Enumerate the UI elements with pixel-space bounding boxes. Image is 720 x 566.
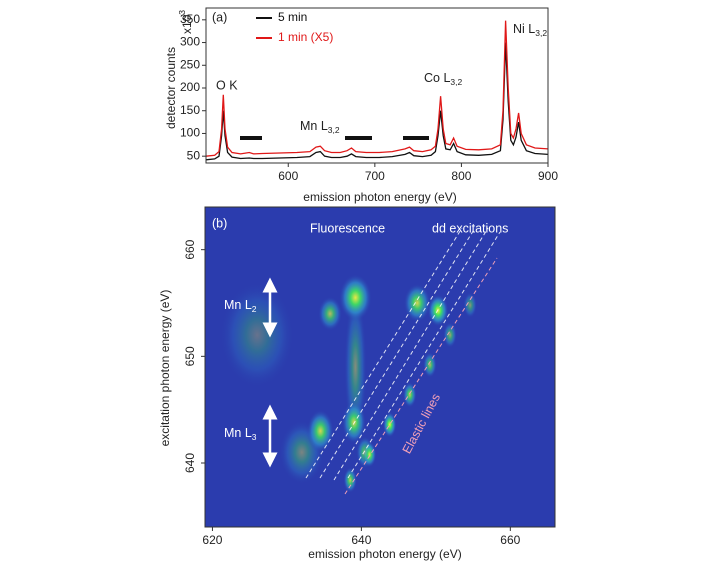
x-tick-label: 660 [500, 533, 520, 547]
annotation: Mn L3,2 [300, 119, 340, 135]
intensity-spot [318, 296, 343, 331]
annotation: Mn L2 [224, 298, 257, 314]
annotation-text: Mn L [300, 119, 328, 133]
y-tick-label: 650 [183, 346, 197, 366]
y-axis-unit: x103 [177, 10, 194, 34]
unit-text: x10 [180, 14, 194, 34]
annotation-sub: 3,2 [450, 77, 462, 87]
x-axis-label: emission photon energy (eV) [303, 190, 456, 204]
y-tick-label: 250 [180, 57, 200, 71]
plot-frame [204, 206, 556, 528]
annotation-sub: 2 [252, 304, 257, 314]
annotation-text: Mn L [224, 426, 252, 440]
y-tick-label: 640 [183, 453, 197, 473]
intensity-spot [339, 274, 372, 322]
y-tick-label: 300 [180, 35, 200, 49]
region-marker [403, 136, 429, 140]
y-tick-label: 200 [180, 80, 200, 94]
x-tick-label: 700 [365, 169, 385, 183]
region-marker [345, 136, 372, 140]
intensity-spot [403, 283, 431, 323]
series-line [205, 20, 549, 157]
y-tick-label: 100 [180, 126, 200, 140]
annotation: Mn L3 [224, 426, 257, 442]
y-tick-label: 350 [180, 12, 200, 26]
intensity-spot [343, 467, 357, 493]
guide-lines [305, 227, 501, 481]
intensity-spot [463, 292, 477, 318]
annotation-sub: 3,2 [535, 28, 547, 38]
x-tick-label: 800 [451, 169, 471, 183]
y-tick-label: 50 [187, 148, 201, 162]
annotation: Ni L3,2 [513, 22, 547, 38]
intensity-spot [382, 411, 397, 438]
annotation: Fluorescence [310, 221, 385, 235]
x-tick-label: 600 [278, 169, 298, 183]
x-tick-label: 640 [351, 533, 371, 547]
x-axis-label: emission photon energy (eV) [308, 547, 461, 561]
series-line [205, 42, 549, 161]
x-tick-label: 900 [538, 169, 558, 183]
panel-label: (a) [212, 10, 227, 24]
intensity-spot [443, 322, 457, 348]
annotation-text: Mn L [224, 298, 252, 312]
legend-label: 1 min (X5) [278, 30, 333, 44]
y-tick-label: 150 [180, 103, 200, 117]
annotation: Co L3,2 [424, 71, 462, 87]
legend-label: 5 min [278, 10, 307, 24]
overlay: (a) O K Mn L3,2 Co L3,2 Ni L3,2 emission… [164, 10, 547, 204]
region-marker [240, 136, 262, 140]
panel-a: 5 min 1 min (X5) 600 700 800 900 50 100 150 200 25… [180, 7, 558, 183]
annotation-sub: 3,2 [328, 125, 340, 135]
panel-label: (b) [212, 216, 227, 230]
elastic-guide [344, 257, 498, 495]
y-axis-label: excitation photon energy (eV) [158, 290, 172, 447]
annotation-text: Ni L [513, 22, 535, 36]
y-tick-label: 660 [183, 239, 197, 259]
annotation: O K [216, 78, 238, 92]
plot-frame [205, 7, 549, 164]
panel-b: 620 640 660 640 650 660 [183, 206, 556, 547]
intensity-spot [423, 352, 437, 378]
annotation-sub: 3 [252, 432, 257, 442]
annotation: dd excitations [432, 221, 508, 235]
intensity-spot [403, 381, 417, 408]
intensity-spot [307, 409, 334, 453]
unit-sup: 3 [177, 10, 187, 15]
x-tick-label: 620 [202, 533, 222, 547]
annotation-text: Co L [424, 71, 450, 85]
y-axis-label: detector counts [164, 47, 178, 129]
